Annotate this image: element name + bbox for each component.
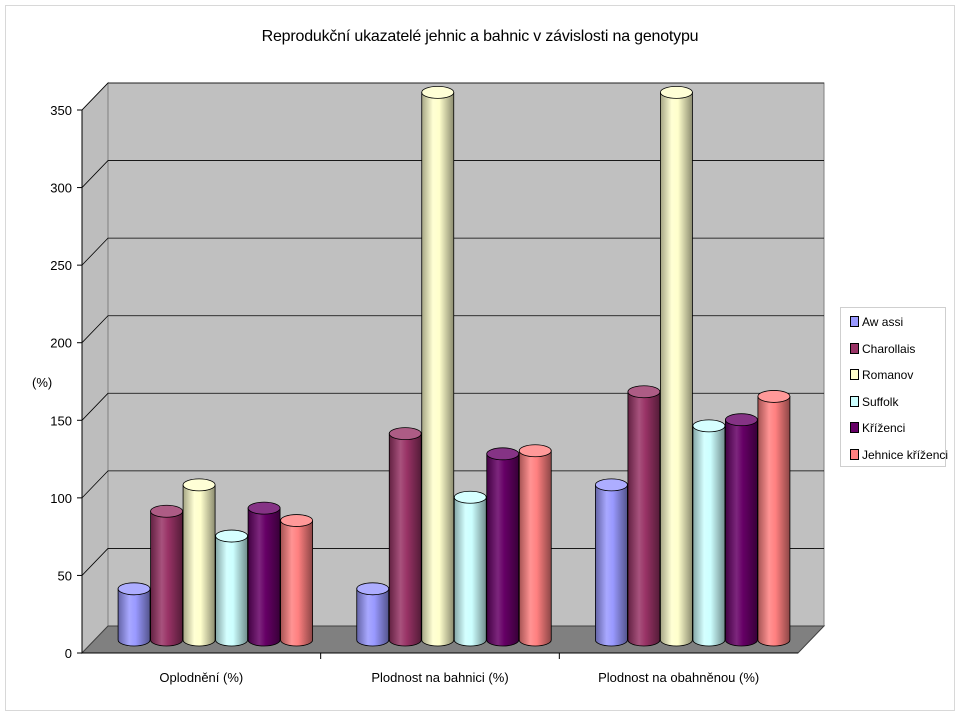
bar-top <box>595 478 628 492</box>
y-tick-label: 200 <box>50 336 72 351</box>
legend-swatch <box>850 422 859 433</box>
bar-top <box>356 582 390 596</box>
gridline <box>81 315 824 343</box>
bar-body <box>150 510 183 647</box>
bar-top <box>725 413 758 427</box>
bar-body <box>660 91 693 647</box>
y-axis-label: (%) <box>32 375 53 390</box>
bar-body <box>117 588 151 647</box>
y-tick-label: 0 <box>65 646 72 661</box>
bar-body <box>486 453 520 647</box>
legend-label: Kříženci <box>862 421 906 435</box>
chart-frame <box>5 5 955 711</box>
legend-label: Aw assi <box>862 315 904 329</box>
bar-top <box>421 85 455 99</box>
bar-body <box>215 535 248 647</box>
legend: Aw assi Charollais Romanov Suffolk Kříženci J… <box>840 307 948 467</box>
gridline <box>81 548 824 576</box>
bar-top <box>453 490 487 504</box>
gridline <box>81 82 824 111</box>
bar-top <box>280 514 313 527</box>
chart-title: Reprodukční ukazatelé jehnic a bahnic v … <box>261 28 699 45</box>
legend-item: Jehnice kříženci <box>850 447 948 463</box>
bar-top <box>757 390 791 403</box>
bar-top <box>182 478 216 492</box>
bar-body <box>388 433 422 647</box>
legend-label: Romanov <box>862 368 914 382</box>
bar-top <box>215 529 248 543</box>
legend-item: Kříženci <box>850 420 905 436</box>
bar-body <box>421 91 455 647</box>
y-tick-label: 50 <box>58 568 72 583</box>
y-tick-label: 150 <box>50 413 72 428</box>
bar-body <box>692 425 726 647</box>
bar-body <box>280 520 313 647</box>
legend-label: Jehnice kříženci <box>862 447 949 462</box>
legend-swatch <box>850 448 859 460</box>
bar-body <box>453 496 487 647</box>
bar-top <box>518 444 552 458</box>
gridline <box>81 470 824 499</box>
bar-body <box>757 396 791 647</box>
legend-label: Charollais <box>862 341 916 356</box>
bar-top <box>486 447 520 461</box>
bar-body <box>182 484 216 647</box>
bar-top <box>247 501 281 515</box>
legend-label: Suffolk <box>862 394 899 409</box>
bar-top <box>627 385 661 399</box>
legend-item: Aw assi <box>850 314 903 330</box>
bar-body <box>518 450 552 647</box>
bar-body <box>725 419 758 647</box>
legend-swatch <box>850 369 859 380</box>
legend-item: Charollais <box>850 341 915 357</box>
legend-swatch <box>850 395 859 407</box>
bar-body <box>356 588 390 647</box>
bar-body <box>247 507 281 647</box>
y-tick-label: 350 <box>50 103 72 118</box>
bar-top <box>692 419 726 433</box>
bar-top <box>660 85 693 99</box>
x-tick-label: Plodnost na bahnici (%) <box>371 670 508 685</box>
gridline <box>81 392 824 421</box>
x-tick-label: Plodnost na obahněnou (%) <box>598 670 759 685</box>
legend-item: Suffolk <box>850 394 898 410</box>
bar-top <box>388 427 422 441</box>
y-tick-label: 100 <box>50 491 72 506</box>
bar-top <box>117 582 151 596</box>
gridline <box>81 160 824 188</box>
bar-body <box>627 391 661 647</box>
y-tick-label: 250 <box>50 258 72 273</box>
x-tick-label: Oplodnění (%) <box>159 670 243 685</box>
y-tick-label: 300 <box>50 181 72 196</box>
gridline <box>81 237 824 266</box>
bar-top <box>150 504 183 518</box>
bar-body <box>595 484 628 647</box>
legend-swatch <box>850 342 859 354</box>
side-wall <box>81 81 109 655</box>
legend-swatch <box>850 316 859 327</box>
legend-item: Romanov <box>850 367 913 383</box>
